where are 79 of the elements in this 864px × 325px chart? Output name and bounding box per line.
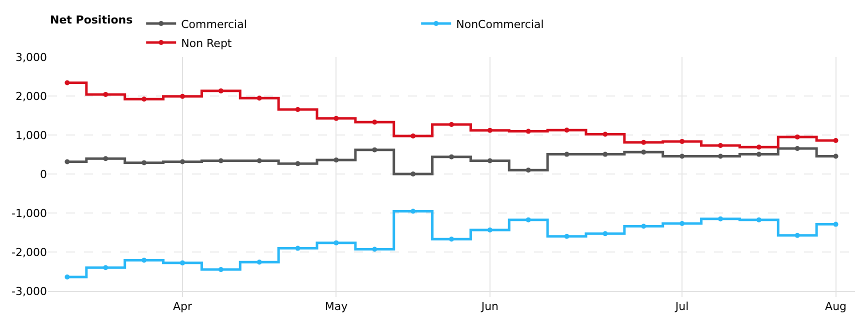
point [410, 133, 416, 138]
point [64, 80, 70, 86]
y-tick-label: 1,000 [16, 128, 47, 142]
point [449, 154, 454, 160]
y-tick-label: -2,000 [12, 246, 47, 259]
point [449, 122, 454, 127]
point [218, 267, 224, 272]
y-tick-label: 2,000 [16, 90, 47, 103]
point [526, 217, 531, 222]
point [756, 152, 762, 157]
point [833, 222, 838, 227]
point [602, 231, 608, 236]
point [449, 236, 454, 242]
point [410, 208, 416, 214]
y-tick-label: -1,000 [12, 206, 47, 220]
legend-title: Net Positions [50, 13, 134, 26]
point [64, 274, 70, 280]
x-tick-label: Jul [674, 300, 689, 314]
point [794, 134, 800, 140]
point [833, 138, 838, 143]
point [295, 106, 300, 112]
point [641, 140, 646, 145]
point [602, 132, 608, 137]
point [756, 217, 762, 222]
point [295, 246, 300, 251]
point [526, 168, 531, 173]
point [794, 146, 800, 151]
point [334, 157, 339, 162]
point [718, 216, 723, 222]
point [680, 154, 685, 159]
point [295, 161, 300, 166]
point [334, 116, 339, 121]
point [487, 128, 492, 133]
legend-label: NonCommercial [456, 18, 544, 31]
point [334, 240, 339, 246]
point [641, 224, 646, 229]
point [487, 158, 492, 164]
point [602, 152, 608, 157]
point [756, 144, 762, 150]
point [64, 159, 70, 164]
point [256, 158, 262, 164]
y-tick-label: 0 [40, 168, 47, 181]
point [372, 147, 378, 152]
y-tick-label: 3,000 [16, 50, 47, 64]
point [833, 154, 838, 159]
point [564, 152, 570, 157]
point [142, 96, 147, 102]
point [218, 88, 224, 94]
point [103, 156, 108, 162]
point [372, 120, 378, 125]
y-tick-label: -3,000 [12, 284, 47, 298]
x-tick-label: Apr [172, 300, 192, 314]
point [641, 150, 646, 155]
legend-label: Commercial [181, 18, 247, 31]
x-tick-label: Aug [825, 300, 847, 314]
point [103, 92, 108, 97]
point [180, 260, 185, 266]
point [680, 221, 685, 226]
point [564, 234, 570, 239]
point [410, 172, 416, 176]
point [794, 232, 800, 238]
point [103, 265, 108, 270]
point [564, 128, 570, 133]
point [142, 160, 147, 166]
legend-label: Non Rept [181, 36, 232, 50]
point [218, 158, 224, 164]
point [526, 128, 531, 134]
point [718, 143, 723, 148]
x-tick-label: May [324, 300, 348, 314]
point [256, 96, 262, 101]
point [256, 260, 262, 265]
point [180, 94, 185, 99]
point [718, 154, 723, 159]
point [372, 246, 378, 252]
point [180, 159, 185, 164]
point [487, 227, 492, 232]
x-tick-label: Jun [480, 300, 499, 314]
point [142, 258, 147, 263]
point [680, 138, 685, 144]
